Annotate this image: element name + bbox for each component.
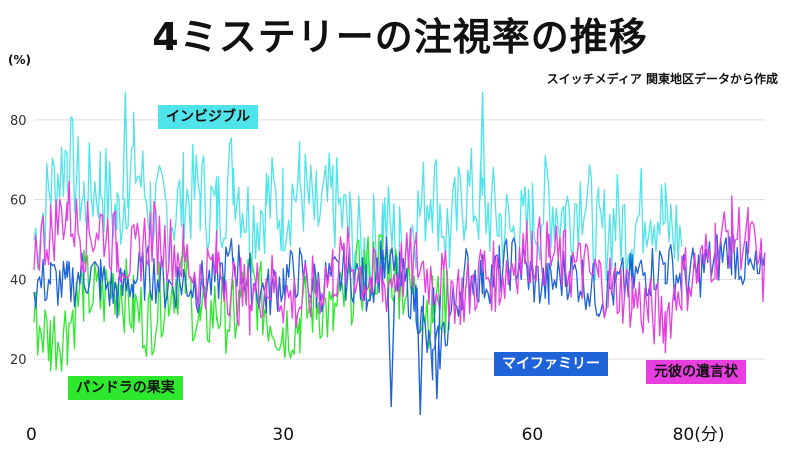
chart-title: 4ミステリーの注視率の推移 <box>152 15 648 59</box>
series-peak-0 <box>122 91 129 208</box>
series-layer <box>33 91 766 416</box>
legend-ex-will: 元彼の遺言状 <box>646 360 746 384</box>
series-dip <box>416 287 425 416</box>
series-line-3 <box>33 180 766 354</box>
series-dip <box>387 287 396 408</box>
legend-my-family: マイファミリー <box>494 352 608 376</box>
y-tick-label: 40 <box>10 273 27 288</box>
y-tick-label: 20 <box>10 353 27 368</box>
legend-label-invisible: インビジブル <box>166 109 250 125</box>
x-tick-label: 30 <box>272 425 294 445</box>
series-line-2 <box>33 230 766 381</box>
x-tick-label: 80(分) <box>673 425 725 445</box>
legend-invisible: インビジブル <box>158 105 258 129</box>
legend-label-my-family: マイファミリー <box>502 356 600 372</box>
series-dip <box>432 287 441 400</box>
x-tick-label: 0 <box>26 425 37 445</box>
y-tick-label: 80 <box>10 114 27 129</box>
x-tick-label: 60 <box>522 425 544 445</box>
legend-pandora: パンドラの果実 <box>68 376 183 400</box>
axis-layer: 20 40 60 80 (%) 0 30 60 80(分) <box>8 53 724 445</box>
series-line-0 <box>33 111 683 297</box>
legend-label-pandora: パンドラの果実 <box>76 380 175 396</box>
y-axis-label: (%) <box>8 53 31 67</box>
legend-label-ex-will: 元彼の遺言状 <box>654 364 738 380</box>
chart-source-note: スイッチメディア 関東地区データから作成 <box>546 72 778 86</box>
y-tick-label: 60 <box>10 194 27 209</box>
